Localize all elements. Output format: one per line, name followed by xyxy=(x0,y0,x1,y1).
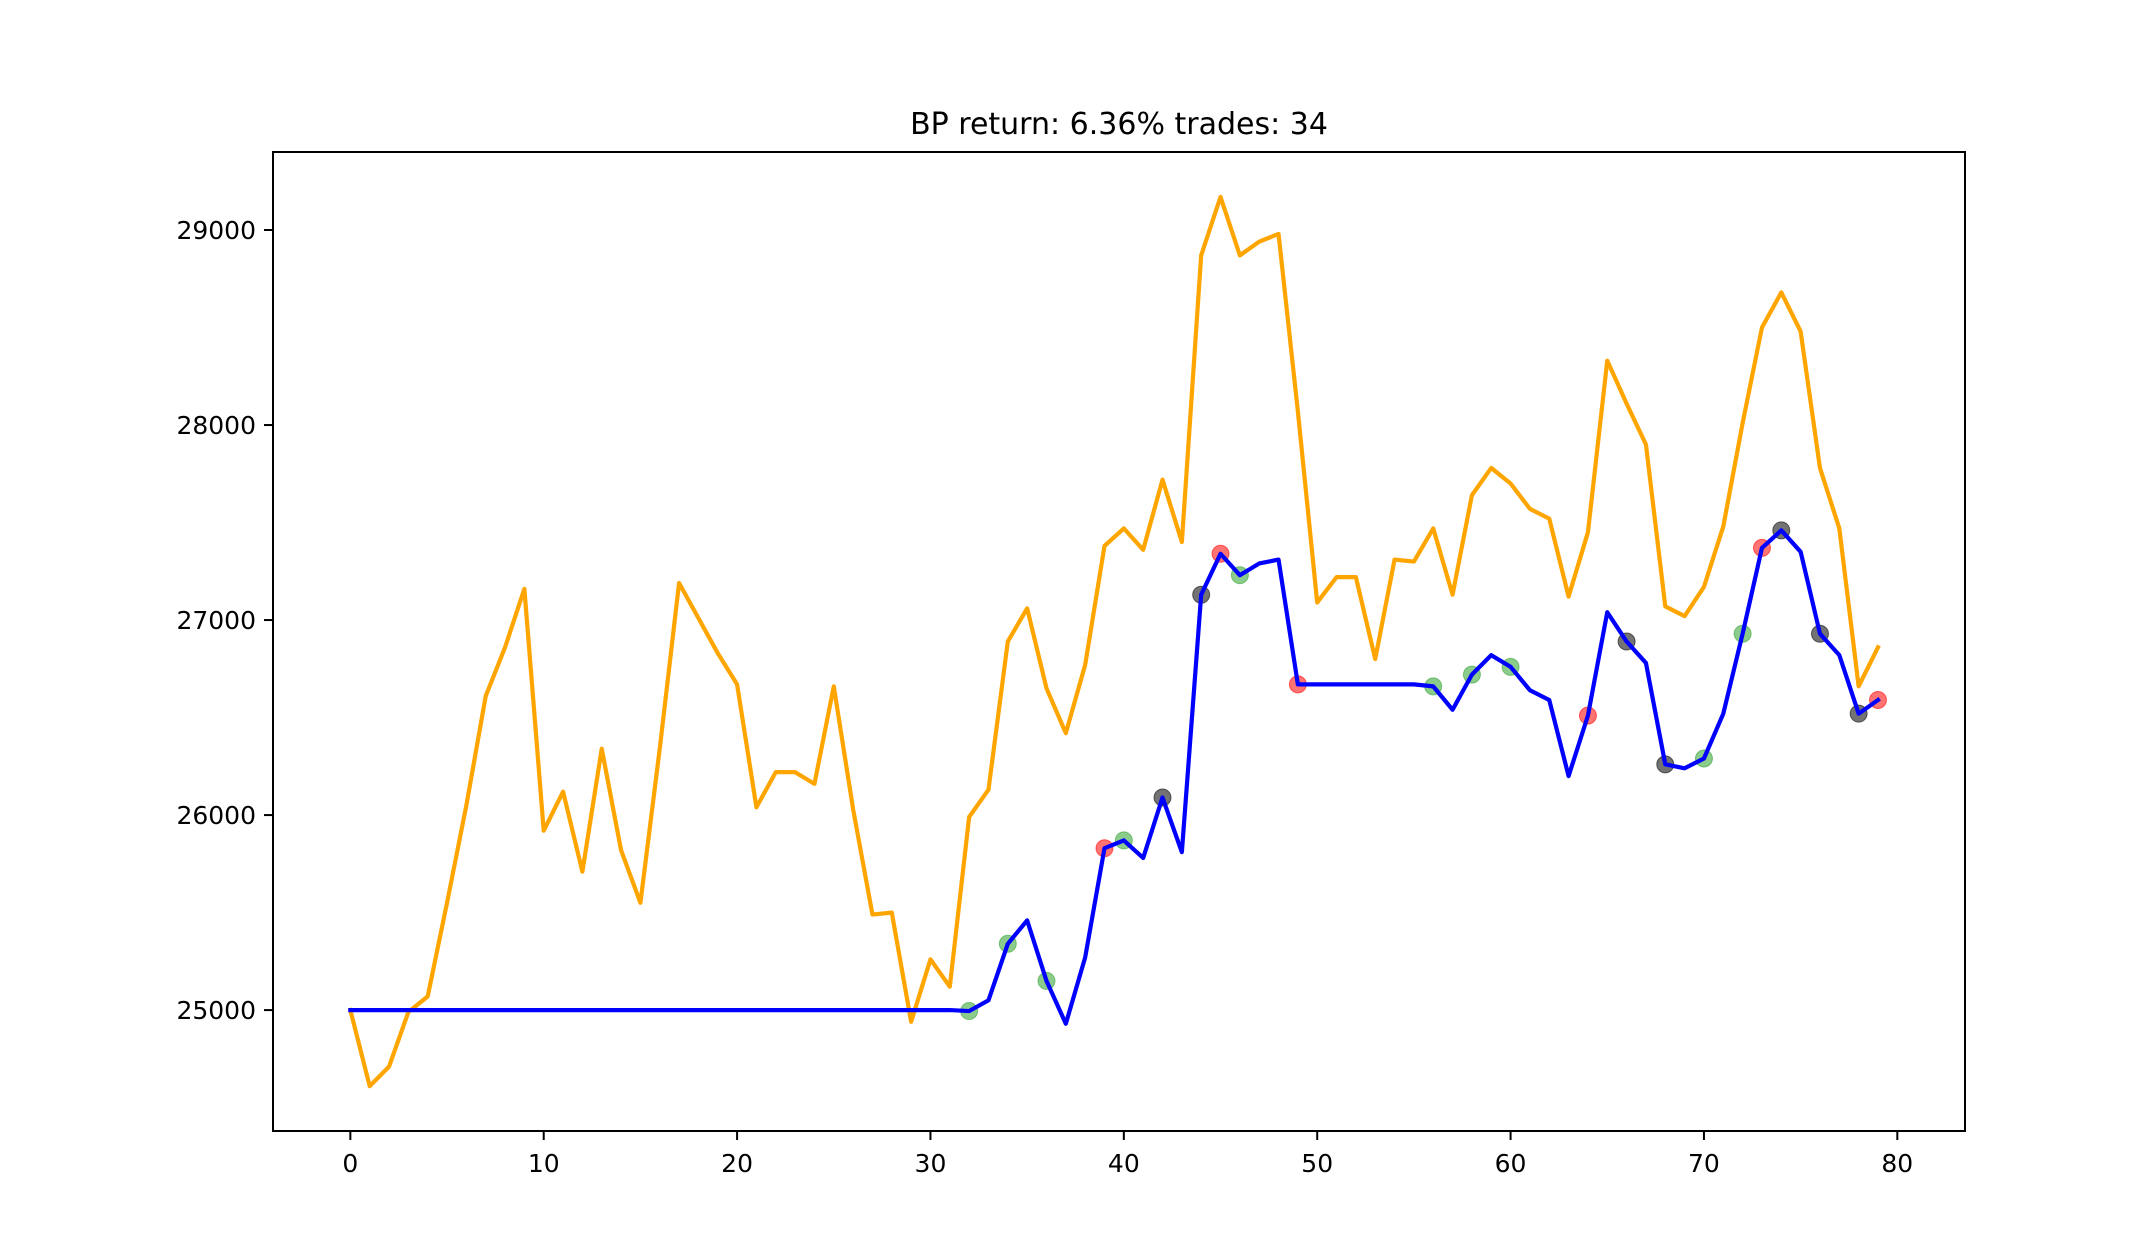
x-tick-label: 60 xyxy=(1495,1149,1527,1178)
series-line-orange xyxy=(347,194,1881,1089)
x-tick-label: 20 xyxy=(721,1149,753,1178)
x-tick-label: 70 xyxy=(1688,1149,1720,1178)
series-line-blue xyxy=(348,528,1881,1026)
x-tick-label: 0 xyxy=(342,1149,358,1178)
plot-frame xyxy=(272,151,1966,1132)
axes: 0 10 20 30 40 50 60 70 80 25000 26000 27000 28000 290… xyxy=(176,151,1966,1178)
x-tick-label: 10 xyxy=(528,1149,560,1178)
series-lines xyxy=(347,194,1881,1089)
y-tick-label: 26000 xyxy=(176,801,256,830)
x-tick-label: 30 xyxy=(915,1149,947,1178)
x-tick-label: 50 xyxy=(1301,1149,1333,1178)
y-tick-label: 29000 xyxy=(176,216,256,245)
y-tick-label: 28000 xyxy=(176,411,256,440)
chart-title: BP return: 6.36% trades: 34 xyxy=(910,107,1328,142)
x-tick-label: 40 xyxy=(1108,1149,1140,1178)
x-tick-label: 80 xyxy=(1881,1149,1913,1178)
y-tick-label: 25000 xyxy=(176,996,256,1025)
y-tick-label: 27000 xyxy=(176,606,256,635)
